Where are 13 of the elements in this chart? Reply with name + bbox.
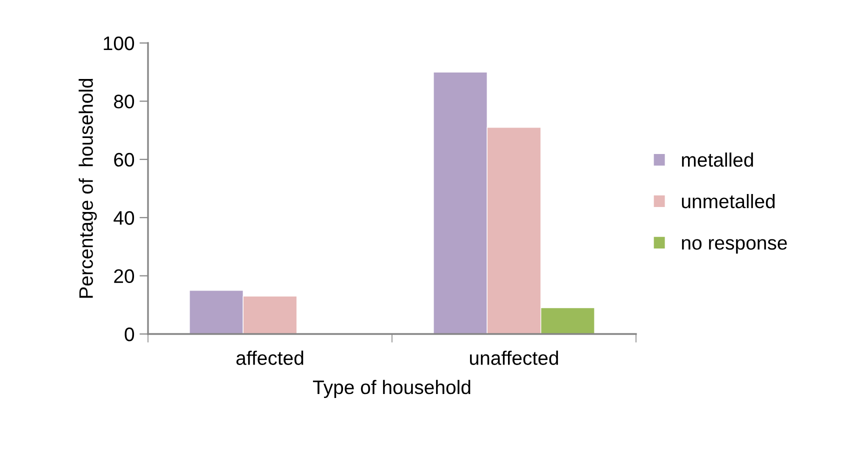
x-tick-label: unaffected [470,350,558,365]
y-tick-label: 60 [114,152,134,167]
x-axis-title: Type of household [312,380,470,398]
y-tick-label: 100 [104,36,134,50]
y-tick-label: 40 [114,211,134,225]
legend-label: no response [682,239,787,254]
x-tick-label: affected [236,350,304,365]
y-tick-label: 20 [114,269,134,284]
legend-label: metalled [682,152,753,167]
legend-label: unmetalled [682,194,775,208]
y-tick-label: 80 [114,94,134,108]
y-axis-title: Percentage of household [78,78,97,298]
y-tick-label: 0 [124,327,134,342]
